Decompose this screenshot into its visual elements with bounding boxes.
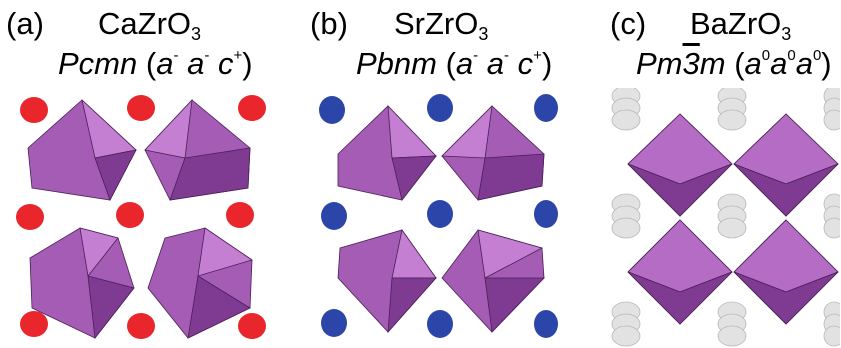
octahedron [147,227,253,339]
a-site-atom-stack [611,88,641,131]
panel-label: (c) [610,6,647,41]
a-site-atom [427,310,453,338]
crystal-structure-b [319,94,558,338]
formula-subscript: 3 [781,24,792,44]
formula-text: CaZrO [98,6,191,41]
a-site-atom [127,313,155,339]
sg-part: m [699,46,726,81]
a-site-atom [534,200,558,228]
space-group-name: Pbnm [356,46,437,81]
compound-formula: BaZrO3 [690,6,791,45]
a-site-atom [238,95,266,121]
a-site-atom [116,202,144,228]
space-group: Pcmn (a- a- c+) [58,46,253,81]
a-site-atom-stack [717,193,747,239]
formula-subscript: 3 [478,24,489,44]
panel-c: (c) BaZrO3 Pm3m (a0a0a0) [560,0,840,348]
octahedron [627,113,733,217]
tilt-sign: 0 [812,47,822,64]
tilt-sign: - [473,47,479,64]
compound-formula: SrZrO3 [394,6,488,45]
tilt-axis: a [744,46,762,81]
tilt-sign: 0 [787,47,796,64]
formula-text: BaZrO [690,6,782,41]
octahedron [144,98,251,201]
panel-b: (b) SrZrO3 Pbnm (a- a- c+) [280,0,560,348]
octahedron [627,219,733,325]
a-site-atom [20,97,48,123]
tilt-axis: a [795,46,813,81]
tilt-sign: - [173,47,179,64]
octahedron [337,229,437,334]
a-site-atom [321,202,347,230]
a-site-atoms [16,95,266,339]
a-site-atom-stack [717,301,747,347]
a-site-atom [427,200,453,228]
octahedron [441,229,545,333]
tilt-axis: a [455,46,474,81]
compound-formula: CaZrO3 [98,6,201,45]
tilt-sign: + [233,47,243,64]
formula-text: SrZrO [394,6,479,41]
a-site-atom [534,94,558,122]
a-site-atom-stack [823,193,840,239]
tilt-axis: a [187,46,205,81]
a-site-atom [238,313,266,339]
a-site-atom [226,202,254,228]
a-site-atoms [319,94,558,338]
a-site-atom-stack [823,88,840,131]
a-site-atom-stack [717,88,747,131]
tilt-sign: + [533,47,542,64]
a-site-atom [427,94,453,122]
tilt-axis: c [217,46,234,81]
a-site-atom [127,95,155,121]
octahedron [29,227,135,340]
tilt-axis: c [517,46,534,81]
space-group: Pbnm (a- a- c+) [356,46,553,81]
octahedron [733,219,839,325]
a-site-atom-stack [823,301,840,347]
tilt-sign: - [204,47,210,64]
tilt-sign: - [504,47,510,64]
a-site-atom-stack [611,301,641,347]
zro6-octahedra [337,104,545,334]
octahedron [337,104,437,201]
tilt-sign: 0 [761,47,771,64]
space-group-name: Pcmn [58,46,138,81]
a-site-atoms [611,88,840,347]
a-site-atom [534,310,558,338]
tilt-axis: a [156,46,174,81]
a-site-atom [20,311,48,337]
a-site-atom-stack [611,193,641,239]
panel-label: (b) [310,6,348,41]
a-site-atom [321,309,347,337]
crystal-structure-c [611,88,840,347]
sg-part: Pm [636,46,683,81]
crystal-structure-a [16,95,266,340]
tilt-axis: a [486,46,505,81]
octahedron [27,98,137,201]
tilt-axis: a [770,46,788,81]
formula-subscript: 3 [191,24,202,44]
sg-part-bar: 3 [682,46,700,81]
panel-label: (a) [6,6,44,41]
space-group: Pm3m (a0a0a0) [636,46,832,81]
octahedron [441,104,545,201]
octahedron [733,113,839,217]
space-group-name: Pm3m [636,46,726,81]
zro6-octahedra [27,98,253,340]
a-site-atom [319,96,345,124]
zro6-octahedra [627,113,839,325]
a-site-atom [16,204,44,230]
panel-a: (a) CaZrO3 Pcmn (a- a- c+) [0,0,280,348]
